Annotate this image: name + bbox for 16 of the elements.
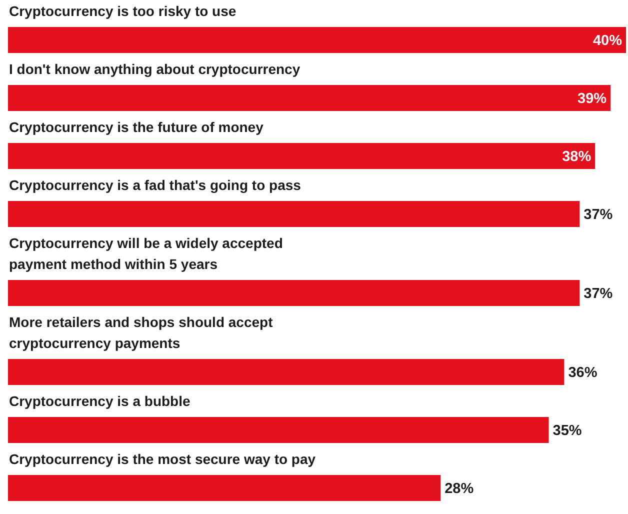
y-tick-label: Cryptocurrency is a bubble — [9, 393, 190, 409]
data-label: 35% — [552, 423, 582, 439]
y-tick-label: Cryptocurrency is too risky to use — [9, 3, 236, 19]
y-tick-label: More retailers and shops should accept cryptocurrency payments — [9, 314, 274, 351]
y-tick-label: Cryptocurrency is the most secure way to pay — [9, 451, 316, 467]
y-tick-label: I don't know anything about cryptocurrency — [9, 61, 300, 77]
data-label: 39% — [578, 91, 607, 107]
data-label: 37% — [584, 286, 613, 302]
data-label: 28% — [444, 481, 474, 497]
data-label: 40% — [592, 33, 622, 49]
data-label: 36% — [568, 365, 598, 381]
y-tick-label: Cryptocurrency will be a widely accepted payment method within 5 years — [9, 235, 283, 272]
y-tick-label: Cryptocurrency is a fad that's going to pass — [9, 177, 302, 193]
data-label: 38% — [562, 149, 592, 165]
data-label: 37% — [584, 207, 613, 223]
y-tick-label: Cryptocurrency is the future of money — [9, 119, 264, 135]
